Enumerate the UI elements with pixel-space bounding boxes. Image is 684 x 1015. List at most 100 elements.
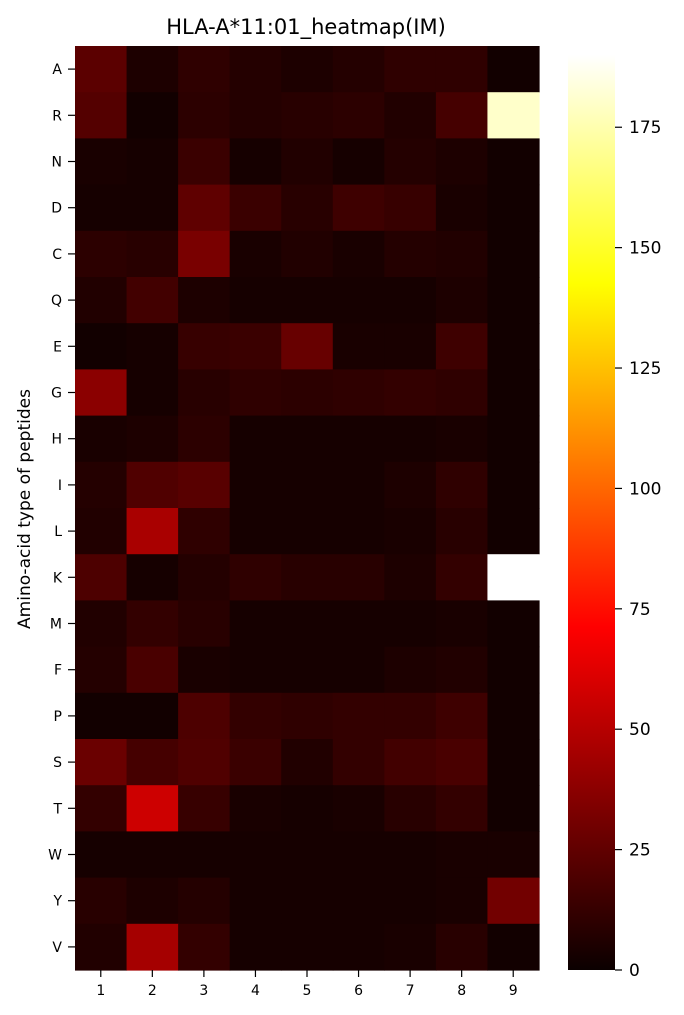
heatmap-cell — [75, 415, 128, 463]
heatmap-cell — [229, 646, 282, 694]
heatmap-cell — [332, 461, 385, 509]
heatmap-cell — [435, 646, 489, 694]
heatmap-cell — [384, 923, 437, 971]
heatmap-cell — [384, 323, 437, 370]
heatmap-cell — [126, 877, 179, 925]
heatmap-cell — [229, 46, 282, 93]
colorbar-tick-label: 75 — [629, 600, 651, 620]
heatmap-cell — [75, 323, 128, 370]
heatmap-cell — [126, 92, 179, 139]
heatmap-cell — [332, 508, 385, 555]
heatmap-cell — [126, 461, 179, 509]
heatmap-cell — [332, 600, 385, 648]
heatmap-cell — [487, 461, 540, 509]
heatmap-cell — [75, 46, 128, 93]
heatmap-cell — [384, 739, 437, 786]
heatmap-cell — [332, 138, 385, 186]
heatmap-cell — [229, 323, 282, 370]
x-tick-label: 2 — [148, 983, 157, 999]
heatmap-cell — [75, 923, 128, 971]
heatmap-cell — [435, 323, 489, 370]
heatmap-cell — [281, 461, 334, 509]
y-tick-label: N — [52, 155, 62, 171]
colorbar-tick-label: 25 — [629, 841, 651, 861]
y-tick-label: A — [52, 62, 62, 78]
heatmap-cell — [229, 92, 282, 139]
heatmap-cell — [178, 369, 231, 417]
heatmap-cell — [178, 554, 231, 601]
heatmap-cell — [126, 46, 179, 93]
heatmap-cell — [178, 785, 231, 832]
chart-title: HLA-A*11:01_heatmap(IM) — [166, 15, 446, 40]
heatmap-cell — [229, 739, 282, 786]
heatmap-cell — [126, 600, 179, 648]
heatmap-cell — [229, 692, 282, 740]
colorbar — [568, 55, 615, 970]
y-tick-label: F — [54, 663, 62, 679]
heatmap-cell — [487, 831, 540, 879]
heatmap-cell — [229, 184, 282, 232]
heatmap-cell — [435, 184, 489, 232]
heatmap-cell — [487, 46, 540, 93]
heatmap-cell — [75, 739, 128, 786]
heatmap-cell — [487, 277, 540, 324]
colorbar-tick-label: 125 — [629, 359, 661, 379]
heatmap-cell — [332, 230, 385, 278]
heatmap-cell — [384, 646, 437, 694]
y-tick-label: P — [54, 709, 62, 725]
y-tick-label: I — [58, 478, 62, 494]
heatmap-cell — [384, 785, 437, 832]
heatmap-cell — [332, 785, 385, 832]
heatmap-cell — [332, 415, 385, 463]
heatmap-cell — [281, 230, 334, 278]
heatmap-cell — [178, 692, 231, 740]
heatmap-cell — [178, 877, 231, 925]
y-tick-label: C — [52, 247, 62, 263]
heatmap-cells — [75, 46, 540, 971]
y-axis-label: Amino-acid type of peptides — [15, 389, 35, 629]
heatmap-cell — [384, 461, 437, 509]
heatmap-cell — [332, 877, 385, 925]
heatmap-cell — [487, 877, 540, 925]
heatmap-cell — [126, 554, 179, 601]
heatmap-cell — [281, 184, 334, 232]
heatmap-cell — [126, 831, 179, 879]
heatmap-cell — [487, 646, 540, 694]
x-tick-label: 4 — [251, 983, 260, 999]
heatmap-cell — [435, 923, 489, 971]
heatmap-cell — [435, 461, 489, 509]
heatmap-cell — [487, 600, 540, 648]
heatmap-cell — [281, 739, 334, 786]
heatmap-cell — [126, 923, 179, 971]
heatmap-cell — [229, 831, 282, 879]
heatmap-cell — [178, 600, 231, 648]
heatmap-cell — [332, 739, 385, 786]
heatmap-cell — [435, 46, 489, 93]
heatmap-cell — [435, 138, 489, 186]
y-tick-label: M — [50, 617, 62, 633]
heatmap-cell — [281, 369, 334, 417]
heatmap-cell — [281, 692, 334, 740]
heatmap-cell — [384, 184, 437, 232]
heatmap-cell — [178, 415, 231, 463]
heatmap-cell — [126, 415, 179, 463]
heatmap-cell — [435, 230, 489, 278]
heatmap-cell — [126, 230, 179, 278]
x-tick-label: 9 — [509, 983, 518, 999]
heatmap-cell — [229, 369, 282, 417]
heatmap-cell — [178, 92, 231, 139]
heatmap-cell — [75, 508, 128, 555]
heatmap-cell — [178, 277, 231, 324]
x-tick-label: 6 — [354, 983, 363, 999]
heatmap-cell — [281, 877, 334, 925]
heatmap-cell — [75, 369, 128, 417]
heatmap-cell — [487, 923, 540, 971]
heatmap-cell — [178, 831, 231, 879]
y-tick-label: D — [51, 201, 62, 217]
heatmap-cell — [178, 923, 231, 971]
heatmap-cell — [435, 369, 489, 417]
heatmap-cell — [281, 785, 334, 832]
heatmap-cell — [332, 831, 385, 879]
heatmap-cell — [178, 461, 231, 509]
heatmap-cell — [281, 323, 334, 370]
